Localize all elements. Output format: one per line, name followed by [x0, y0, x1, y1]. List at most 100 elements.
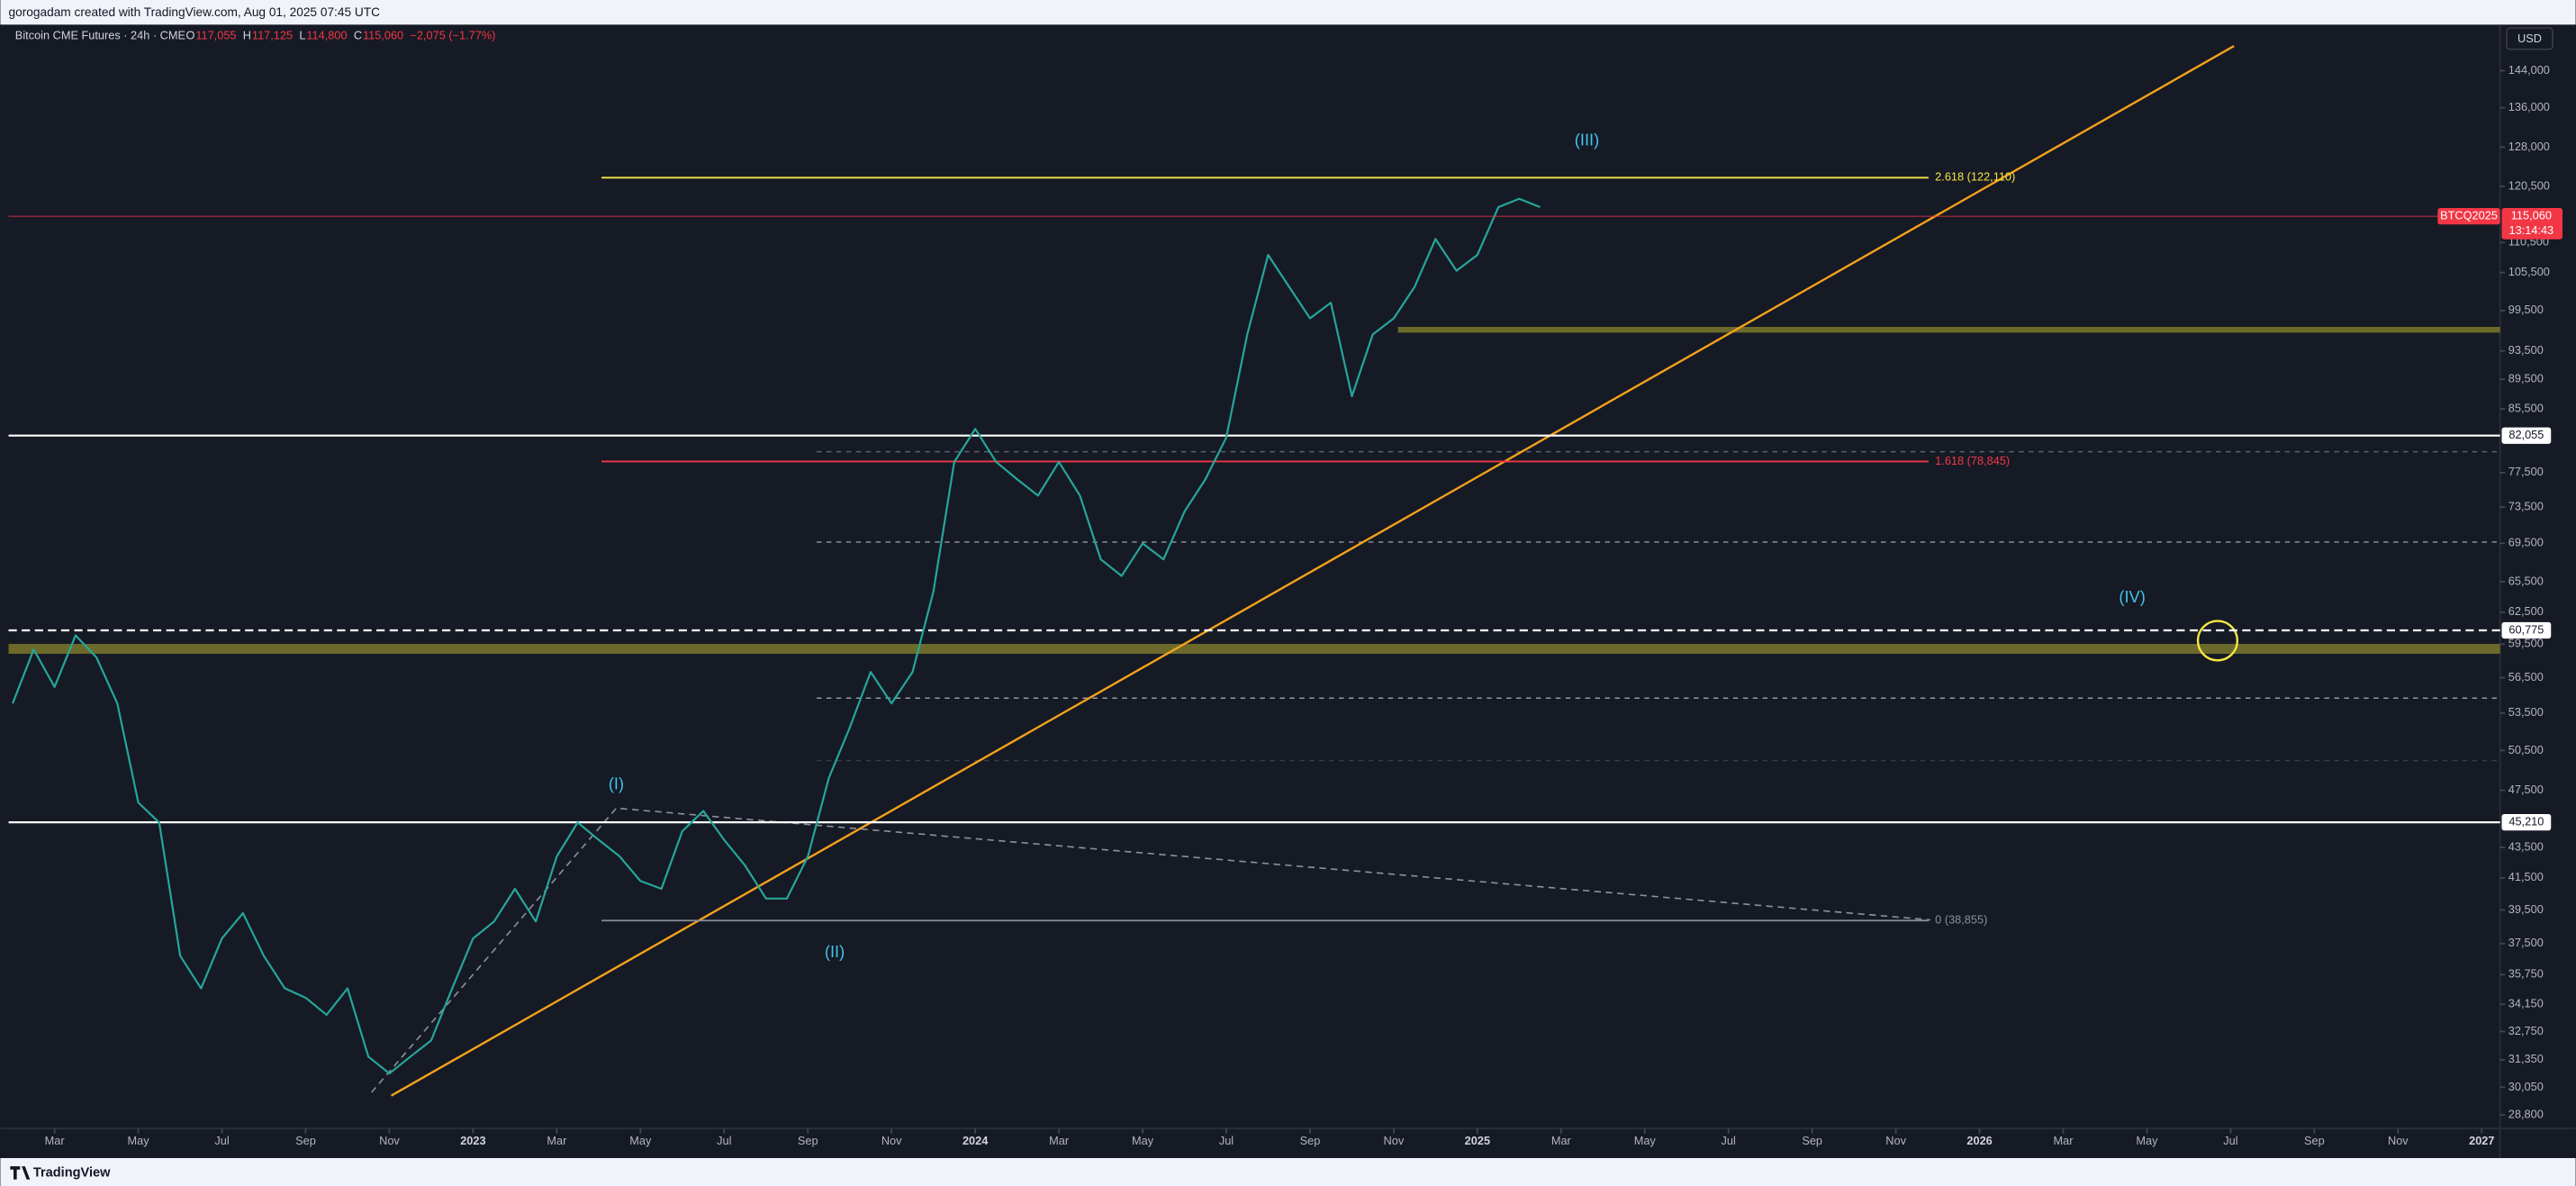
x-tick-label: Jul — [2223, 1134, 2237, 1147]
wave-label: (III) — [1575, 131, 1599, 149]
x-tick-label: 2024 — [963, 1134, 989, 1147]
x-tick-label: 2027 — [2469, 1134, 2494, 1147]
x-tick-label: Jul — [717, 1134, 731, 1147]
x-tick-label: May — [629, 1134, 652, 1147]
y-tick-label: 32,750 — [2508, 1024, 2544, 1037]
zone-band — [8, 644, 2500, 654]
symbol-label: BTCQ2025 — [2440, 209, 2498, 222]
y-tick-label: 93,500 — [2508, 343, 2544, 357]
x-tick-label: Sep — [1802, 1134, 1822, 1147]
currency-button[interactable] — [2506, 27, 2553, 50]
y-tick-label: 99,500 — [2508, 303, 2544, 316]
footer-bar — [0, 1157, 2576, 1186]
y-tick-label: 105,500 — [2508, 265, 2550, 278]
x-tick-label: Sep — [1300, 1134, 1321, 1147]
x-tick-label: May — [2136, 1134, 2158, 1147]
y-tick-label: 136,000 — [2508, 100, 2550, 113]
x-tick-label: Jul — [1722, 1134, 1736, 1147]
x-tick-label: Nov — [881, 1134, 902, 1147]
ohlc-value: 115,060 — [363, 29, 403, 42]
x-tick-label: May — [1132, 1134, 1154, 1147]
y-tick-label: 85,500 — [2508, 401, 2544, 414]
x-tick-label: Mar — [1049, 1134, 1070, 1147]
y-tick-label: 34,150 — [2508, 997, 2544, 1010]
y-tick-label: 65,500 — [2508, 574, 2544, 587]
drawings — [8, 45, 2500, 1097]
level-label: 45,210 — [2508, 814, 2544, 828]
fib-label: 2.618 (122,110) — [1935, 170, 2015, 184]
x-tick-label: Sep — [798, 1134, 818, 1147]
x-tick-label: Mar — [45, 1134, 66, 1147]
wave-label: (II) — [825, 942, 845, 961]
y-tick-label: 28,800 — [2508, 1107, 2544, 1120]
level-label: 60,775 — [2508, 622, 2544, 636]
wave-label: (IV) — [2119, 587, 2145, 606]
wave-path — [371, 807, 1930, 1093]
x-tick-label: Nov — [1384, 1134, 1405, 1147]
last-price-label: 115,060 — [2511, 209, 2552, 222]
x-tick-label: Sep — [295, 1134, 316, 1147]
brand: TradingView — [33, 1165, 111, 1180]
x-tick-label: Mar — [2054, 1134, 2074, 1147]
ohlc-key: H — [243, 29, 251, 42]
y-tick-label: 35,750 — [2508, 967, 2544, 981]
x-tick-label: 2023 — [460, 1134, 485, 1147]
legend: Bitcoin CME Futures · 24h · CME O 117,055… — [15, 29, 496, 42]
ohlc-value: 114,800 — [306, 29, 347, 42]
fib-label: 0 (38,855) — [1935, 913, 1987, 927]
y-tick-label: 39,500 — [2508, 902, 2544, 916]
credit: gorogadam created with TradingView.com, … — [9, 5, 381, 19]
x-tick-label: Jul — [1219, 1134, 1234, 1147]
level-label-box — [2501, 621, 2552, 639]
y-tick-label: 43,500 — [2508, 839, 2544, 853]
countdown: 13:14:43 — [2509, 223, 2554, 237]
y-tick-label: 59,500 — [2508, 637, 2544, 650]
ohlc-key: L — [299, 29, 305, 42]
level-label-box — [2501, 814, 2552, 831]
ohlc-value: 117,125 — [252, 29, 293, 42]
y-tick-label: 56,500 — [2508, 670, 2544, 684]
y-tick-label: 53,500 — [2508, 705, 2544, 719]
x-tick-label: Mar — [1551, 1134, 1572, 1147]
wave-labels: (I) (II) (III) (IV) — [609, 131, 2146, 961]
x-tick-label: May — [128, 1134, 150, 1147]
zone-band — [1397, 326, 2500, 333]
x-tick-label: Nov — [379, 1134, 400, 1147]
y-tick-label: 89,500 — [2508, 372, 2544, 385]
x-tick-label: 2026 — [1966, 1134, 1992, 1147]
y-tick-label: 50,500 — [2508, 743, 2544, 756]
fib-label: 1.618 (78,845) — [1935, 454, 2010, 467]
y-tick-label: 41,500 — [2508, 870, 2544, 883]
x-tick-label: Sep — [2304, 1134, 2325, 1147]
x-tick-label: Nov — [1885, 1134, 1906, 1147]
ohlc-key: C — [354, 29, 362, 42]
ohlc-value: 117,055 — [195, 29, 236, 42]
price-change: −2,075 (−1.77%) — [410, 29, 495, 42]
x-tick-label: Nov — [2388, 1134, 2409, 1147]
ohlc-key: O — [186, 29, 195, 42]
level-label-box — [2501, 427, 2552, 444]
x-tick-label: 2025 — [1465, 1134, 1490, 1147]
x-tick-label: Jul — [214, 1134, 229, 1147]
symbol-box — [2437, 208, 2500, 225]
wave-label: (I) — [609, 774, 624, 793]
header-bar — [0, 0, 2576, 25]
price-line — [12, 197, 1541, 1075]
target-circle — [2196, 620, 2239, 662]
level-label: 82,055 — [2508, 428, 2544, 441]
y-tick-label: 37,500 — [2508, 936, 2544, 949]
y-tick-label: 128,000 — [2508, 140, 2550, 153]
y-tick-label: 30,050 — [2508, 1080, 2544, 1093]
currency-label[interactable]: USD — [2517, 32, 2542, 45]
y-tick-label: 47,500 — [2508, 783, 2544, 796]
instrument: Bitcoin CME Futures · 24h · CME — [15, 29, 185, 42]
y-tick-label: 120,500 — [2508, 178, 2550, 192]
last-price-box — [2501, 208, 2563, 240]
y-tick-label: 62,500 — [2508, 604, 2544, 618]
y-tick-label: 73,500 — [2508, 499, 2544, 512]
y-tick-label: 144,000 — [2508, 63, 2550, 77]
y-tick-label: 77,500 — [2508, 465, 2544, 478]
